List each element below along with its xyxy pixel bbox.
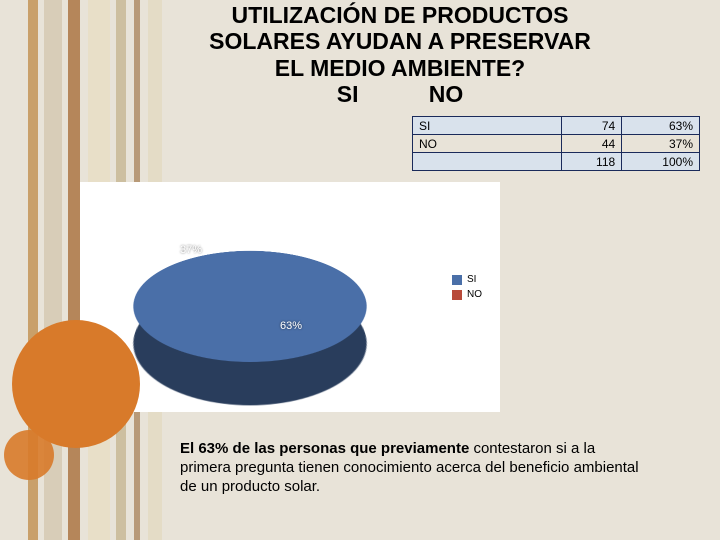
table-cell: [413, 153, 562, 171]
slide-root: UTILIZACIÓN DE PRODUCTOSSOLARES AYUDAN A…: [0, 0, 720, 540]
table-row: SI7463%: [413, 117, 700, 135]
title-line: SI NO: [150, 81, 650, 107]
legend-swatch: [452, 290, 462, 300]
table-cell: 74: [562, 117, 622, 135]
pie-slice-label-no: 37%: [180, 244, 202, 256]
pie-chart: 37% 63%: [120, 212, 380, 382]
conclusion-bold: El 63% de las personas que previamente: [180, 440, 469, 457]
decor-circle: [4, 430, 54, 480]
title-line: EL MEDIO AMBIENTE?: [150, 55, 650, 81]
stripe: [68, 0, 80, 540]
decor-circle: [12, 320, 140, 448]
table-cell: 44: [562, 135, 622, 153]
pie-chart-area: 37% 63% SI NO: [80, 182, 500, 412]
pie-slice-label-si: 63%: [280, 320, 302, 332]
table-cell: 100%: [622, 153, 700, 171]
table-row: 118100%: [413, 153, 700, 171]
legend-label: SI: [467, 274, 476, 285]
legend-item: NO: [452, 289, 482, 300]
chart-legend: SI NO: [452, 274, 482, 304]
table-cell: 118: [562, 153, 622, 171]
legend-item: SI: [452, 274, 482, 285]
table-cell: 63%: [622, 117, 700, 135]
title-line: UTILIZACIÓN DE PRODUCTOS: [150, 2, 650, 28]
table-row: NO4437%: [413, 135, 700, 153]
legend-swatch: [452, 275, 462, 285]
table-cell: 37%: [622, 135, 700, 153]
legend-label: NO: [467, 289, 482, 300]
slide-title: UTILIZACIÓN DE PRODUCTOSSOLARES AYUDAN A…: [150, 2, 650, 108]
title-line: SOLARES AYUDAN A PRESERVAR: [150, 28, 650, 54]
table-cell: SI: [413, 117, 562, 135]
data-table: SI7463%NO4437%118100%: [412, 116, 700, 171]
conclusion-text: El 63% de las personas que previamente c…: [180, 440, 650, 496]
table-cell: NO: [413, 135, 562, 153]
